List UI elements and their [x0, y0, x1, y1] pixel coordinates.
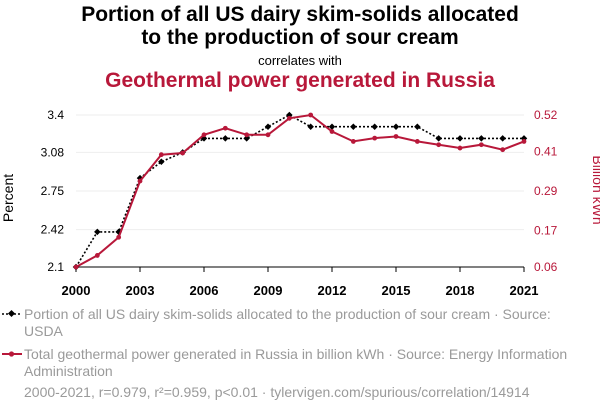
- data-point-geothermal: [73, 264, 79, 270]
- y-left-tick-label: 3.4: [47, 108, 64, 122]
- legend-label-geothermal: Total geothermal power generated in Russ…: [24, 346, 568, 379]
- data-point-geothermal: [436, 142, 442, 148]
- chart-title-line-2: to the production of sour cream: [141, 26, 459, 49]
- data-point-geothermal: [94, 253, 100, 258]
- y-left-tick-label: 2.75: [41, 184, 65, 198]
- data-point-sour-cream: [371, 123, 378, 130]
- data-point-sour-cream: [456, 135, 464, 142]
- y-right-tick-label: 0.06: [534, 260, 558, 274]
- x-tick-label: 2012: [318, 283, 347, 298]
- x-tick-label: 2009: [254, 283, 283, 298]
- data-point-geothermal: [521, 139, 527, 144]
- data-point-geothermal: [372, 135, 378, 141]
- y-right-tick-label: 0.17: [534, 224, 558, 238]
- y-left-tick-label: 3.08: [41, 145, 65, 159]
- x-tick-label: 2003: [126, 283, 155, 298]
- data-point-sour-cream: [264, 123, 272, 130]
- x-tick-label: 2000: [62, 283, 91, 298]
- chart-secondary-title: Geothermal power generated in Russia: [105, 69, 495, 92]
- data-point-geothermal: [116, 234, 122, 240]
- y-right-tick-label: 0.29: [534, 184, 558, 198]
- data-point-sour-cream: [158, 158, 165, 166]
- data-point-sour-cream: [307, 123, 314, 130]
- data-point-sour-cream: [478, 135, 485, 142]
- data-point-sour-cream: [222, 135, 229, 142]
- data-point-geothermal: [265, 132, 271, 138]
- chart-title-line-1: Portion of all US dairy skim-solids allo…: [81, 3, 519, 26]
- chart-subtitle: correlates with: [258, 53, 342, 68]
- data-point-geothermal: [350, 139, 356, 144]
- data-point-geothermal: [158, 152, 164, 158]
- series-line-geothermal: [75, 113, 525, 268]
- legend-label-sour-cream: Portion of all US dairy skim-solids allo…: [24, 306, 551, 339]
- data-point-geothermal: [222, 125, 228, 131]
- data-point-sour-cream: [414, 123, 421, 130]
- y-left-tick-label: 2.42: [41, 223, 65, 237]
- data-point-geothermal: [308, 112, 314, 118]
- data-point-sour-cream: [328, 123, 336, 130]
- data-point-geothermal: [393, 134, 399, 139]
- data-point-geothermal: [244, 132, 250, 138]
- chart-footer-stats: 2000-2021, r=0.979, r²=0.959, p<0.01 · t…: [24, 384, 530, 400]
- x-tick-label: 2015: [382, 283, 411, 298]
- x-tick-label: 2018: [446, 283, 475, 298]
- data-point-geothermal: [180, 150, 186, 156]
- legend-marker-red-line: [2, 351, 22, 357]
- x-tick-label: 2006: [190, 283, 219, 298]
- y-axis-label-right: Billion kWh: [590, 155, 600, 225]
- data-point-geothermal: [286, 115, 292, 121]
- x-tick-label: 2021: [510, 283, 539, 298]
- y-right-tick-label: 0.52: [534, 108, 558, 122]
- data-point-geothermal: [478, 142, 484, 148]
- data-point-geothermal: [500, 147, 506, 153]
- data-point-sour-cream: [94, 228, 101, 236]
- data-point-sour-cream: [435, 135, 442, 142]
- data-point-geothermal: [329, 129, 335, 134]
- series-line-sour-cream: [75, 114, 524, 268]
- data-point-sour-cream: [350, 123, 357, 130]
- data-point-sour-cream: [243, 135, 250, 142]
- legend-marker-black-dotted: [2, 309, 22, 318]
- data-point-geothermal: [137, 178, 143, 184]
- y-left-tick-label: 2.1: [47, 260, 64, 274]
- data-point-geothermal: [414, 139, 420, 144]
- data-point-sour-cream: [499, 135, 506, 142]
- data-point-geothermal: [201, 132, 207, 138]
- data-point-geothermal: [457, 145, 463, 151]
- data-point-sour-cream: [392, 123, 400, 130]
- y-axis-label-left: Percent: [0, 173, 16, 223]
- y-right-tick-label: 0.41: [534, 144, 558, 158]
